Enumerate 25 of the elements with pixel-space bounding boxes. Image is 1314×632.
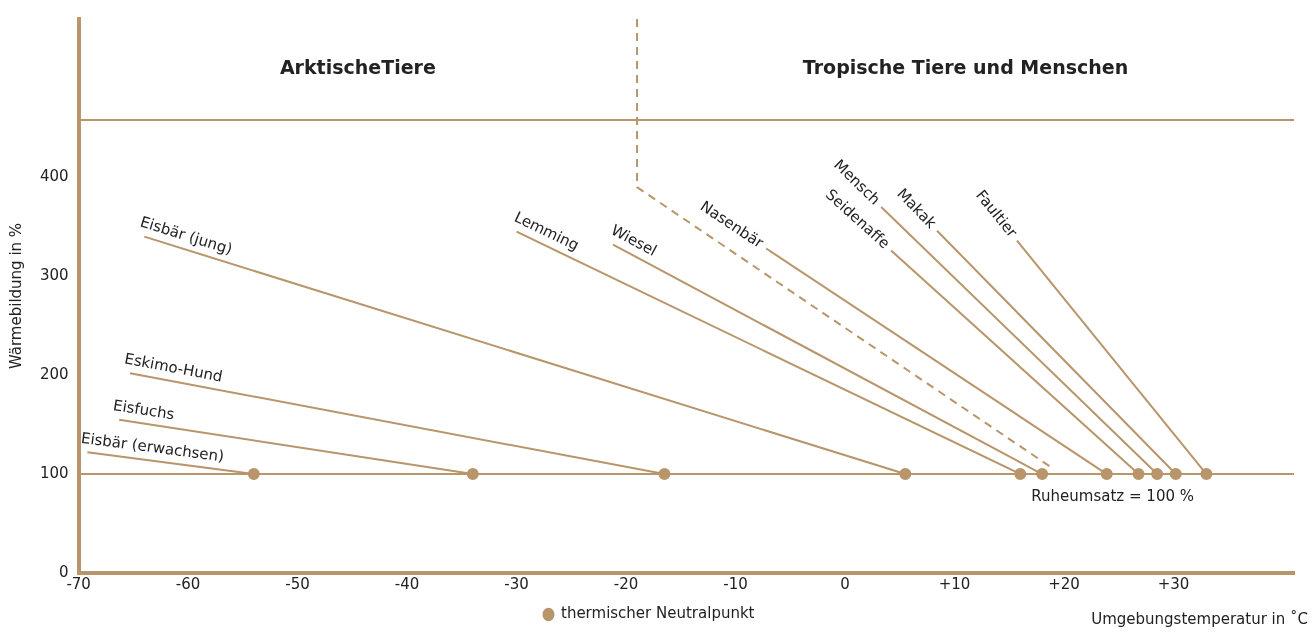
x-tick-label: -60 bbox=[175, 574, 201, 593]
x-axis-title: Umgebungstemperatur in ˚C bbox=[1091, 610, 1308, 629]
legend-label: thermischer Neutralpunkt bbox=[561, 604, 755, 623]
x-tick-label: +10 bbox=[938, 574, 971, 593]
ref-line-label: Ruheumsatz = 100 % bbox=[1031, 487, 1194, 506]
y-tick-label: 0 bbox=[59, 562, 69, 581]
x-tick-label: -10 bbox=[723, 574, 748, 593]
x-tick-label: -30 bbox=[504, 574, 529, 593]
x-tick-label: 0 bbox=[840, 574, 850, 593]
text: Eisfuchs bbox=[111, 396, 176, 424]
x-tick-label: +30 bbox=[1157, 574, 1190, 593]
annotation: ArktischeTiere bbox=[279, 56, 436, 79]
y-tick-label: 300 bbox=[39, 266, 69, 285]
text: Eisbär (jung) bbox=[138, 212, 235, 259]
x-tick-label: -20 bbox=[613, 574, 639, 593]
x-tick-label: -50 bbox=[285, 574, 310, 593]
annotation: Tropische Tiere und Menschen bbox=[802, 56, 1129, 79]
text: Eisbär (erwachsen) bbox=[80, 428, 225, 466]
y-axis-title: Wärmebildung in % bbox=[6, 222, 25, 370]
x-tick-label: +20 bbox=[1048, 574, 1080, 593]
x-tick-label: -40 bbox=[394, 574, 420, 593]
x-tick-label: -70 bbox=[66, 574, 91, 593]
y-tick-label: 200 bbox=[39, 365, 69, 384]
y-tick-label: 400 bbox=[39, 167, 69, 186]
y-tick-label: 100 bbox=[39, 463, 69, 482]
